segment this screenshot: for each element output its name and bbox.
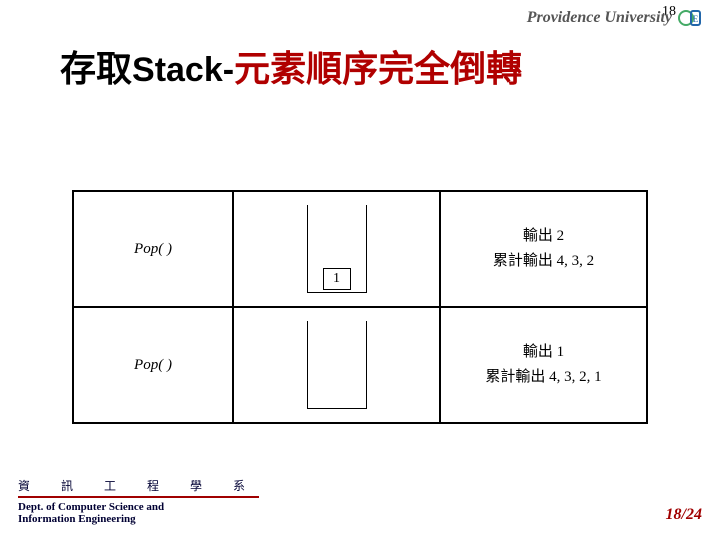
op-label: Pop( ) — [134, 357, 172, 374]
dept-name-cn: 資 訊 工 程 學 系 — [18, 477, 259, 498]
stack-container: 1 — [307, 205, 367, 293]
stack-figure: Pop( ) 1 輸出 2 累計輸出 4, 3, 2 Pop( ) 輸出 1 累… — [72, 190, 648, 424]
dept-name-en: Dept. of Computer Science and Informatio… — [18, 501, 259, 526]
university-name: Providence University — [527, 9, 672, 27]
title-prefix: 存取 — [60, 49, 132, 89]
output-line2: 累計輸出 4, 3, 2, 1 — [485, 365, 601, 391]
slide-title: 存取Stack-元素順序完全倒轉 — [60, 40, 680, 92]
op-cell: Pop( ) — [73, 307, 233, 423]
svg-text:E: E — [693, 14, 699, 24]
output-line2: 累計輸出 4, 3, 2 — [493, 249, 594, 275]
title-latin: Stack- — [132, 51, 234, 89]
header: Providence University E — [527, 6, 702, 30]
stack-cell — [233, 307, 440, 423]
footer-dept: 資 訊 工 程 學 系 Dept. of Computer Science an… — [18, 477, 259, 526]
op-label: Pop( ) — [134, 241, 172, 258]
stack-cell: 1 — [233, 191, 440, 307]
output-text: 輸出 2 累計輸出 4, 3, 2 — [493, 224, 594, 275]
dept-en-line1: Dept. of Computer Science and — [18, 501, 259, 514]
op-cell: Pop( ) — [73, 191, 233, 307]
output-text: 輸出 1 累計輸出 4, 3, 2, 1 — [485, 340, 601, 391]
university-logo-icon: E — [678, 6, 702, 30]
dept-en-line2: Information Engineering — [18, 513, 259, 526]
stack-container — [307, 321, 367, 409]
output-cell: 輸出 1 累計輸出 4, 3, 2, 1 — [440, 307, 647, 423]
stack-element: 1 — [323, 268, 351, 290]
title-suffix: 元素順序完全倒轉 — [234, 49, 522, 89]
output-line1: 輸出 2 — [493, 224, 594, 250]
output-line1: 輸出 1 — [485, 340, 601, 366]
page-indicator: 18/24 — [666, 506, 702, 524]
output-cell: 輸出 2 累計輸出 4, 3, 2 — [440, 191, 647, 307]
